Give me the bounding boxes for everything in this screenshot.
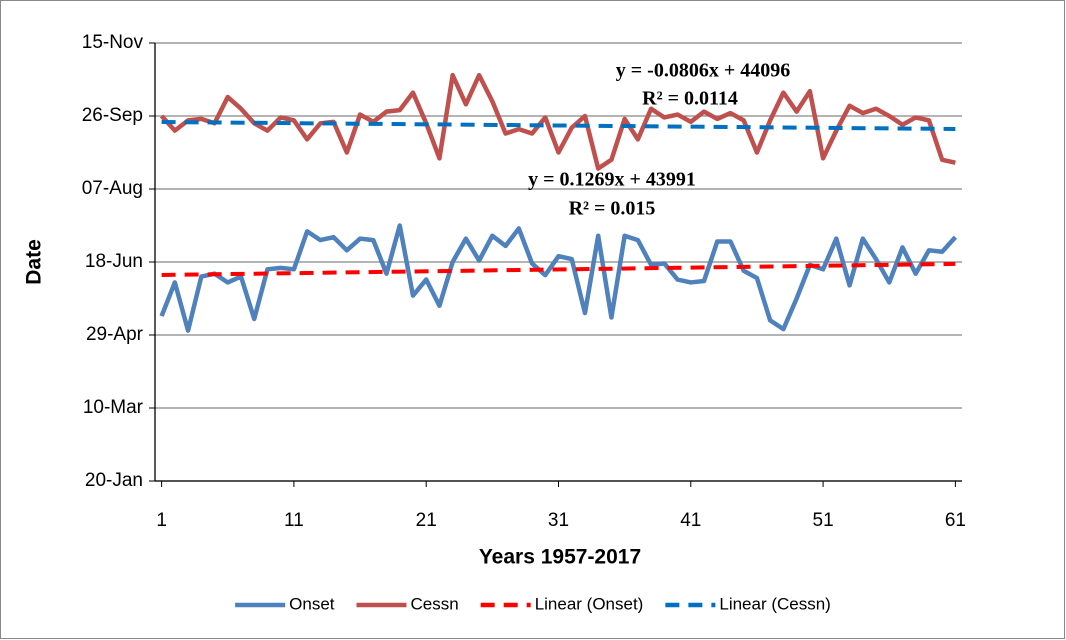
legend-item: Onset — [235, 594, 335, 613]
x-tick-label: 1 — [156, 510, 167, 531]
x-tick-label: 61 — [945, 510, 966, 531]
legend-item: Cessn — [356, 594, 459, 613]
y-tick-label: 29-Apr — [86, 324, 144, 345]
y-axis-title: Date — [23, 239, 46, 285]
trend-line — [161, 119, 956, 131]
legend-item: Linear (Onset) — [480, 594, 644, 613]
legend-label: Onset — [289, 594, 335, 613]
y-tick-label: 15-Nov — [82, 32, 144, 53]
legend-label: Linear (Onset) — [535, 594, 644, 613]
y-tick-label: 26-Sep — [82, 105, 143, 126]
x-tick-label: 31 — [548, 510, 569, 531]
y-tick-label: 07-Aug — [82, 178, 143, 199]
y-tick-label: 20-Jan — [85, 470, 143, 491]
x-tick-label: 51 — [813, 510, 834, 531]
y-tick-label: 18-Jun — [85, 251, 143, 272]
x-axis-title: Years 1957-2017 — [479, 546, 641, 569]
annotation: y = -0.0806x + 44096 — [616, 60, 790, 82]
annotation: R² = 0.0114 — [642, 88, 738, 110]
legend-label: Cessn — [411, 594, 459, 613]
x-tick-label: 41 — [680, 510, 701, 531]
legend: Onset Cessn Linear (Onset) Linear (Cessn) — [235, 594, 831, 613]
annotation: y = 0.1269x + 43991 — [528, 169, 696, 191]
x-tick-label: 21 — [416, 510, 437, 531]
legend-item: Linear (Cessn) — [665, 594, 831, 613]
trend-line — [161, 261, 956, 277]
x-tick-label: 11 — [284, 510, 304, 531]
series-line — [159, 223, 958, 333]
y-tick-label: 10-Mar — [83, 397, 144, 418]
annotation: R² = 0.015 — [569, 198, 656, 220]
legend-label: Linear (Cessn) — [719, 594, 831, 613]
series-line — [159, 72, 956, 171]
